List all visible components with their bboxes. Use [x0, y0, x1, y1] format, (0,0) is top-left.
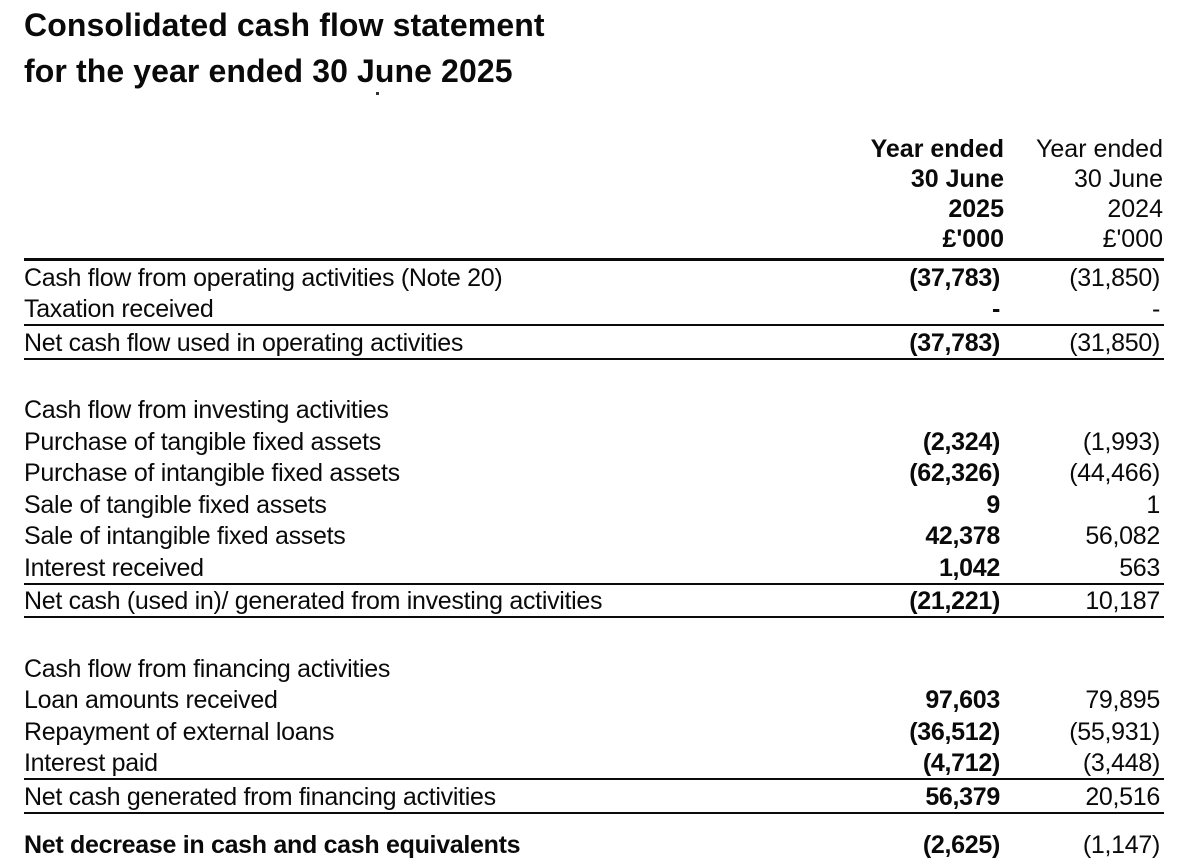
subtotal-rule: [24, 324, 1164, 326]
scan-artifact: [376, 92, 379, 95]
value-2025: (36,512): [909, 717, 1000, 746]
table-row: Taxation received - -: [24, 293, 1164, 325]
total-rule: [24, 616, 1164, 618]
value-2024: (3,448): [1082, 749, 1160, 777]
value-2025: 56,379: [925, 782, 1000, 811]
col-current-unit: £'000: [942, 225, 1004, 253]
value-2025: (37,783): [909, 328, 1000, 357]
value-2024: 1: [1146, 490, 1160, 519]
table-row: Repayment of external loans (36,512) (55…: [24, 715, 1164, 747]
total-row-investing: Net cash (used in)/ generated from inves…: [24, 585, 1164, 617]
col-current-line1: Year ended: [870, 135, 1004, 163]
column-header-2025: Year ended 30 June 2025 £'000: [840, 134, 1004, 254]
table-row: Sale of intangible fixed assets 42,378 5…: [24, 520, 1164, 552]
row-label: Purchase of tangible fixed assets: [24, 427, 381, 456]
subtotal-rule: [24, 778, 1164, 780]
row-label: Loan amounts received: [24, 686, 278, 714]
value-2025: 97,603: [925, 686, 1000, 714]
value-2024: -: [1151, 295, 1160, 323]
spacer: [24, 360, 1164, 394]
total-rule: [24, 811, 1164, 814]
statement-title: Consolidated cash flow statement for the…: [24, 2, 545, 94]
col-prior-unit: £'000: [1102, 225, 1163, 253]
total-row-financing: Net cash generated from financing activi…: [24, 780, 1164, 812]
row-label: Net cash generated from financing activi…: [24, 782, 496, 811]
row-label: Taxation received: [24, 295, 214, 323]
value-2024: 20,516: [1085, 782, 1160, 811]
value-2024: (44,466): [1069, 459, 1160, 487]
value-2024: 10,187: [1085, 587, 1160, 615]
cash-flow-table: Cash flow from operating activities (Not…: [24, 258, 1164, 859]
row-label: Interest received: [24, 553, 204, 582]
col-prior-line3: 2024: [1107, 195, 1163, 223]
total-row-operating: Net cash flow used in operating activiti…: [24, 326, 1164, 358]
table-row: Interest paid (4,712) (3,448): [24, 747, 1164, 779]
spacer: [24, 618, 1164, 652]
value-2025: 42,378: [925, 522, 1000, 550]
total-rule: [24, 357, 1164, 360]
value-2024: (31,850): [1069, 328, 1160, 357]
section-heading: Cash flow from financing activities: [24, 654, 391, 683]
row-label: Net cash (used in)/ generated from inves…: [24, 587, 603, 615]
table-row: Purchase of intangible fixed assets (62,…: [24, 457, 1164, 489]
row-label: Cash flow from operating activities (Not…: [24, 263, 503, 292]
value-2025: -: [991, 295, 1000, 323]
value-2025: (62,326): [909, 459, 1000, 487]
row-label: Net cash flow used in operating activiti…: [24, 328, 464, 357]
column-header-2024: Year ended 30 June 2024 £'000: [1008, 134, 1163, 254]
section-heading-investing: Cash flow from investing activities: [24, 394, 1164, 426]
value-2025: 9: [986, 490, 1000, 519]
table-row: Purchase of tangible fixed assets (2,324…: [24, 425, 1164, 457]
row-label: Purchase of intangible fixed assets: [24, 459, 400, 487]
title-line-2: for the year ended 30 June 2025: [24, 53, 513, 89]
table-row: Interest received 1,042 563: [24, 551, 1164, 583]
table-row: Sale of tangible fixed assets 9 1: [24, 488, 1164, 520]
value-2024: 56,082: [1085, 522, 1160, 550]
value-2024: (1,993): [1082, 427, 1160, 456]
value-2025: (37,783): [909, 263, 1000, 292]
col-current-line3: 2025: [948, 195, 1004, 223]
value-2024: 79,895: [1085, 686, 1160, 714]
row-label: Repayment of external loans: [24, 717, 335, 746]
title-line-1: Consolidated cash flow statement: [24, 7, 545, 43]
table-row: Cash flow from operating activities (Not…: [24, 261, 1164, 293]
row-label: Sale of tangible fixed assets: [24, 490, 327, 519]
value-2025: (2,324): [922, 427, 1000, 456]
header-rule: [24, 258, 1164, 261]
net-change-row: Net decrease in cash and cash equivalent…: [24, 828, 1160, 860]
row-label: Sale of intangible fixed assets: [24, 522, 346, 550]
col-prior-line1: Year ended: [1036, 135, 1163, 163]
table-row: Loan amounts received 97,603 79,895: [24, 684, 1164, 716]
value-2024: (31,850): [1069, 263, 1160, 292]
value-2025: 1,042: [938, 553, 1000, 582]
subtotal-rule: [24, 582, 1164, 585]
value-2024: (55,931): [1069, 717, 1160, 746]
value-2025: (4,712): [922, 749, 1000, 777]
section-heading-financing: Cash flow from financing activities: [24, 652, 1164, 684]
section-heading: Cash flow from investing activities: [24, 396, 389, 424]
col-prior-line2: 30 June: [1074, 165, 1163, 193]
value-2025: (21,221): [909, 587, 1000, 615]
col-current-line2: 30 June: [910, 165, 1004, 193]
value-2024: 563: [1119, 553, 1160, 582]
row-label: Interest paid: [24, 749, 158, 777]
